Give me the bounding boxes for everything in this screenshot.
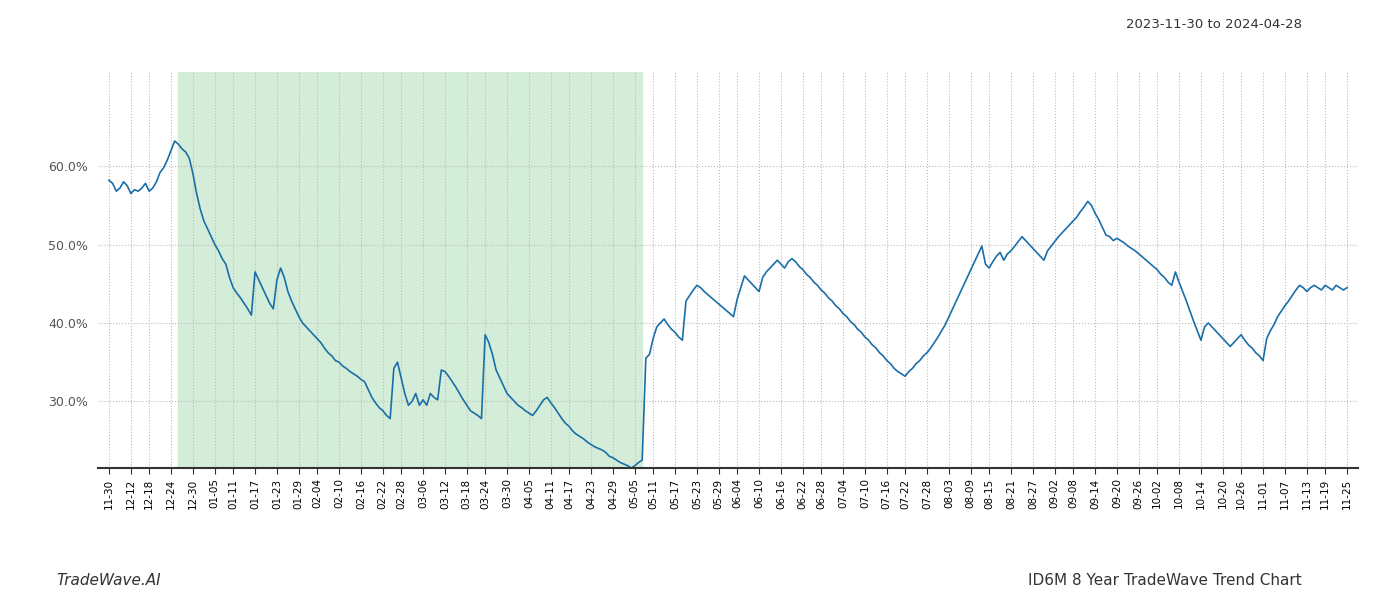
Text: 2023-11-30 to 2024-04-28: 2023-11-30 to 2024-04-28 (1126, 18, 1302, 31)
Bar (178, 72, 643, 468)
Text: TradeWave.AI: TradeWave.AI (56, 573, 161, 588)
Text: ID6M 8 Year TradeWave Trend Chart: ID6M 8 Year TradeWave Trend Chart (1028, 573, 1302, 588)
